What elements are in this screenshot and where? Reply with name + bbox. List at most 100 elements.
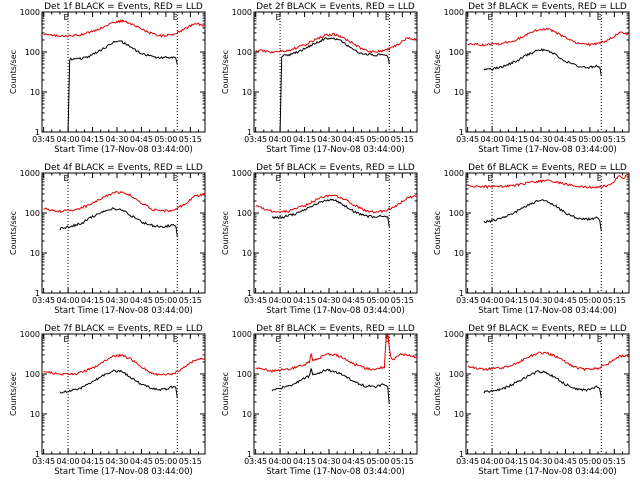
- x-tick-label: 05:15: [179, 296, 202, 305]
- x-tick-label: 03:45: [32, 296, 55, 305]
- x-tick-label: 04:30: [105, 457, 128, 466]
- events-series-line: [483, 199, 602, 232]
- event-marker-label: E: [64, 335, 69, 344]
- events-series-line: [59, 207, 178, 238]
- x-tick-label: 04:30: [317, 457, 340, 466]
- panel-title: Det 1f BLACK = Events, RED = LLD: [44, 2, 203, 12]
- y-axis-label: Counts/sec: [9, 211, 18, 255]
- x-axis-label: Start Time (17-Nov-08 03:44:00): [54, 306, 193, 316]
- y-tick-label: 1: [35, 128, 40, 137]
- y-tick-label: 100: [25, 209, 40, 218]
- event-marker-label: E: [173, 13, 178, 22]
- x-tick-label: 04:45: [130, 457, 153, 466]
- x-tick-label: 04:30: [529, 457, 552, 466]
- panel-title: Det 2f BLACK = Events, RED = LLD: [256, 2, 415, 12]
- x-tick-label: 04:15: [293, 457, 316, 466]
- y-tick-label: 1: [247, 450, 252, 459]
- x-tick-label: 04:45: [554, 135, 577, 144]
- x-tick-label: 05:00: [578, 457, 601, 466]
- event-marker-label: E: [597, 13, 602, 22]
- x-tick-label: 04:00: [481, 135, 504, 144]
- lld-series-line: [255, 332, 418, 373]
- y-tick-label: 1000: [232, 169, 252, 178]
- event-marker-label: E: [385, 174, 390, 183]
- x-tick-label: 04:45: [342, 135, 365, 144]
- x-tick-label: 04:30: [317, 135, 340, 144]
- x-tick-label: 05:15: [391, 457, 414, 466]
- event-marker-label: E: [276, 13, 281, 22]
- y-tick-label: 10: [242, 410, 252, 419]
- x-axis-label: Start Time (17-Nov-08 03:44:00): [266, 145, 405, 155]
- lld-series-line: [467, 172, 630, 190]
- y-tick-label: 10: [30, 249, 40, 258]
- events-series-line: [483, 370, 602, 399]
- events-series-line: [279, 36, 390, 132]
- x-tick-label: 05:15: [391, 296, 414, 305]
- x-tick-label: 04:15: [293, 296, 316, 305]
- x-tick-label: 05:15: [179, 457, 202, 466]
- y-tick-label: 1000: [20, 330, 40, 339]
- x-tick-label: 05:00: [578, 135, 601, 144]
- events-series-line: [271, 198, 390, 227]
- x-axis-label: Start Time (17-Nov-08 03:44:00): [266, 467, 405, 477]
- x-tick-label: 03:45: [456, 296, 479, 305]
- x-tick-label: 04:00: [57, 296, 80, 305]
- y-tick-label: 1: [459, 289, 464, 298]
- x-tick-label: 03:45: [244, 135, 267, 144]
- plot-frame: [465, 11, 630, 133]
- plot-frame: [465, 172, 630, 294]
- x-tick-label: 05:15: [391, 135, 414, 144]
- y-tick-label: 1: [35, 289, 40, 298]
- event-marker-label: E: [173, 174, 178, 183]
- y-tick-label: 1000: [20, 8, 40, 17]
- event-marker-label: E: [64, 13, 69, 22]
- y-tick-label: 1000: [444, 8, 464, 17]
- x-axis-label: Start Time (17-Nov-08 03:44:00): [478, 145, 617, 155]
- x-axis-label: Start Time (17-Nov-08 03:44:00): [54, 467, 193, 477]
- x-axis-label: Start Time (17-Nov-08 03:44:00): [478, 467, 617, 477]
- y-tick-label: 1000: [444, 330, 464, 339]
- panel-title: Det 5f BLACK = Events, RED = LLD: [256, 163, 415, 173]
- x-tick-label: 03:45: [244, 457, 267, 466]
- lld-series-line: [43, 191, 206, 214]
- event-marker-label: E: [597, 335, 602, 344]
- y-axis-label: Counts/sec: [221, 372, 230, 416]
- y-tick-label: 1000: [20, 169, 40, 178]
- x-tick-label: 04:45: [554, 296, 577, 305]
- x-tick-label: 05:00: [578, 296, 601, 305]
- x-tick-label: 03:45: [244, 296, 267, 305]
- y-tick-label: 10: [454, 410, 464, 419]
- events-series-line: [483, 48, 602, 77]
- panel-title: Det 3f BLACK = Events, RED = LLD: [468, 2, 627, 12]
- y-tick-label: 1: [459, 450, 464, 459]
- event-marker-label: E: [276, 335, 281, 344]
- x-tick-label: 04:30: [105, 296, 128, 305]
- event-marker-label: E: [488, 335, 493, 344]
- panel-title: Det 8f BLACK = Events, RED = LLD: [256, 324, 415, 334]
- x-tick-label: 05:00: [366, 296, 389, 305]
- y-tick-label: 100: [25, 370, 40, 379]
- x-tick-label: 04:15: [505, 457, 528, 466]
- x-tick-label: 04:15: [81, 296, 104, 305]
- event-marker-label: E: [173, 335, 178, 344]
- panel-title: Det 4f BLACK = Events, RED = LLD: [44, 163, 203, 173]
- event-marker-label: E: [488, 13, 493, 22]
- y-tick-label: 1000: [232, 330, 252, 339]
- event-marker-label: E: [488, 174, 493, 183]
- event-marker-label: E: [64, 174, 69, 183]
- x-tick-label: 05:00: [154, 457, 177, 466]
- plot-frame: [41, 172, 206, 294]
- y-axis-label: Counts/sec: [221, 50, 230, 94]
- plot-frame: [253, 333, 418, 455]
- x-axis-label: Start Time (17-Nov-08 03:44:00): [478, 306, 617, 316]
- lld-series-line: [467, 351, 630, 372]
- plot-frame: [465, 333, 630, 455]
- y-tick-label: 10: [30, 410, 40, 419]
- y-tick-label: 1000: [444, 169, 464, 178]
- x-tick-label: 04:30: [529, 135, 552, 144]
- events-series-line: [59, 369, 178, 399]
- y-axis-label: Counts/sec: [9, 372, 18, 416]
